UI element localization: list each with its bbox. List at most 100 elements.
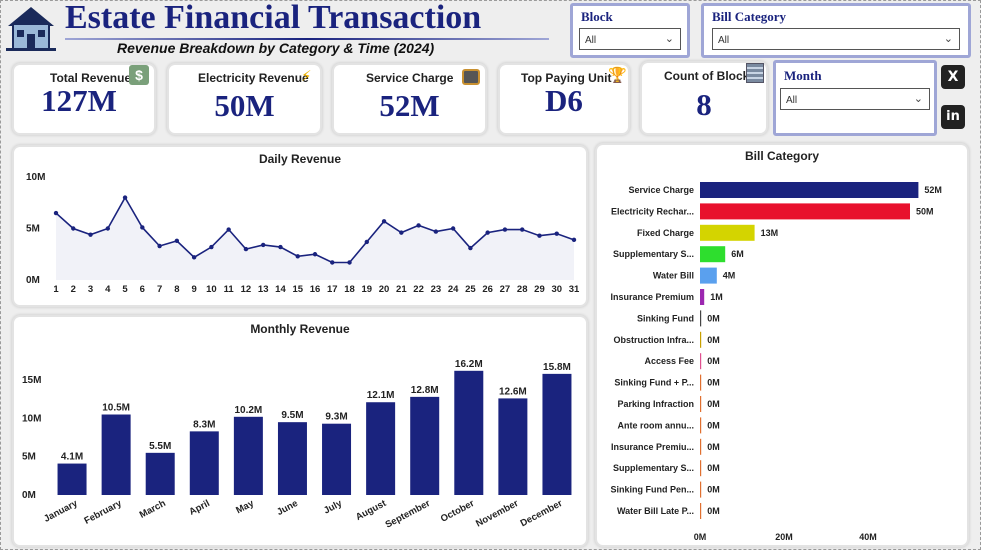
- data-label: 0M: [707, 313, 720, 323]
- bill-category-slicer-label: Bill Category: [712, 9, 787, 24]
- category-label: Insurance Premium: [610, 292, 694, 302]
- monthly-bar: [189, 431, 219, 495]
- x-tick-label: 31: [569, 284, 580, 295]
- x-tick-label: 18: [344, 284, 355, 295]
- daily-revenue-title: Daily Revenue: [258, 152, 342, 166]
- kpi-label: Total Revenue: [50, 71, 132, 85]
- category-label: Insurance Premiu...: [611, 442, 694, 452]
- data-label: 0M: [707, 463, 720, 473]
- x-tick-label: November: [474, 498, 520, 530]
- linkedin-icon[interactable]: in: [941, 105, 965, 129]
- data-point: [364, 239, 369, 245]
- data-label: 12.6M: [499, 386, 527, 397]
- building-icon: [746, 63, 764, 83]
- x-tick-label: 27: [500, 284, 511, 295]
- month-dropdown[interactable]: All ⌄: [780, 88, 930, 110]
- kpi-value: 52M: [379, 88, 440, 123]
- x-tick-label: 21: [396, 284, 407, 295]
- data-label: 16.2M: [455, 359, 483, 370]
- bill-category-chart: Service Charge 52M Electricity Rechar... 50…: [610, 182, 942, 542]
- category-label: Ante room annu...: [618, 420, 695, 430]
- x-tick-label: April: [187, 498, 211, 518]
- kpi-total-revenue: Total Revenue $ 127M: [12, 63, 156, 135]
- data-point: [416, 223, 421, 228]
- kpi-label: Count of Block: [664, 69, 750, 83]
- x-tick-label: March: [138, 498, 168, 521]
- bill-category-card: Bill Category Service Charge 52M Electrici…: [595, 143, 969, 547]
- data-point: [53, 210, 59, 216]
- x-tick-label: January: [42, 498, 80, 525]
- category-label: Water Bill: [653, 271, 694, 281]
- house-logo-icon: [6, 7, 56, 51]
- monthly-revenue-title: Monthly Revenue: [250, 322, 350, 336]
- block-dropdown-value: All: [585, 35, 597, 46]
- data-point: [347, 260, 352, 265]
- x-tick-label: 30: [551, 284, 562, 295]
- data-point: [191, 255, 197, 260]
- monthly-bar: [542, 373, 572, 495]
- x-tick-label: 23: [431, 284, 442, 295]
- category-bar: [700, 353, 702, 370]
- data-point: [105, 226, 111, 231]
- title-underline: [65, 38, 549, 40]
- x-tick-label: 20: [379, 284, 390, 295]
- category-bar: [700, 331, 702, 348]
- data-label: 0M: [707, 399, 720, 409]
- x-tick-label: 15: [292, 284, 303, 295]
- category-label: Parking Infraction: [617, 399, 694, 409]
- x-tick-label: 8: [174, 284, 179, 295]
- data-label: 0M: [707, 378, 720, 388]
- data-point: [468, 245, 473, 251]
- x-tick-label: 19: [362, 284, 373, 295]
- money-bag-icon: $: [129, 65, 149, 85]
- data-point: [502, 227, 508, 232]
- data-point: [88, 232, 93, 237]
- category-bar: [700, 203, 910, 220]
- category-label: Service Charge: [628, 185, 694, 195]
- data-point: [330, 260, 335, 265]
- bill-category-slicer: Bill Category All ⌄: [701, 3, 971, 58]
- monthly-revenue-card: Monthly Revenue 0M 5M 10M 15M 4.1M January 10.…: [12, 315, 588, 547]
- data-label: 12.8M: [411, 385, 439, 396]
- data-label: 6M: [731, 249, 744, 259]
- x-twitter-icon[interactable]: X: [941, 65, 965, 89]
- x-tick-label: February: [82, 498, 124, 527]
- data-point: [157, 243, 162, 249]
- x-tick-label: 28: [517, 284, 528, 295]
- data-point: [537, 233, 542, 238]
- x-tick-label: August: [354, 498, 389, 523]
- month-slicer: Month All ⌄: [773, 60, 937, 136]
- x-tick-label: 22: [413, 284, 424, 295]
- y-tick-label: 5M: [26, 224, 40, 235]
- x-tick-label: 29: [534, 284, 545, 295]
- data-point: [243, 246, 249, 252]
- category-bar: [700, 481, 702, 498]
- x-tick-label: December: [519, 498, 565, 529]
- monthly-revenue-chart: 0M 5M 10M 15M 4.1M January 10.5M February 5.5M Ma…: [22, 359, 572, 531]
- x-tick-label: 40M: [859, 532, 877, 542]
- daily-revenue-card: Daily Revenue 0M 5M 10M 1 2 3 4 5 6 7 8 9 10 11 12 13 14…: [12, 145, 588, 307]
- data-label: 10.2M: [234, 405, 262, 416]
- block-dropdown[interactable]: All ⌄: [579, 28, 681, 50]
- kpi-value: 127M: [41, 83, 117, 118]
- category-label: Sinking Fund Pen...: [610, 485, 694, 495]
- x-tick-label: 20M: [775, 532, 793, 542]
- x-tick-label: 12: [241, 284, 252, 295]
- y-tick-label: 10M: [22, 413, 41, 424]
- y-tick-label: 15M: [22, 375, 41, 386]
- x-tick-label: 11: [224, 284, 235, 295]
- category-bar: [700, 396, 702, 412]
- bill-category-dropdown[interactable]: All ⌄: [712, 28, 960, 50]
- monthly-bar: [57, 463, 87, 495]
- data-label: 0M: [707, 335, 720, 345]
- data-label: 4M: [723, 271, 736, 281]
- data-label: 0M: [707, 506, 720, 516]
- x-tick-label: 13: [258, 284, 269, 295]
- kpi-value: 50M: [214, 88, 275, 123]
- category-bar: [700, 310, 702, 327]
- kpi-electricity-revenue: Electricity Revenue ⚡ 50M: [167, 63, 322, 135]
- x-tick-label: 24: [448, 284, 459, 295]
- monthly-bar: [498, 398, 528, 495]
- x-tick-label: July: [322, 498, 345, 517]
- category-bar: [700, 438, 702, 455]
